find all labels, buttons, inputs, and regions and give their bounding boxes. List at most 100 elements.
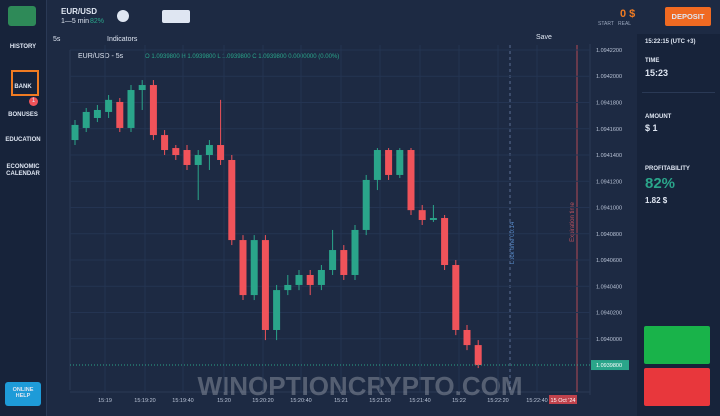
candle-body (217, 145, 225, 160)
y-tick-label: 1.0941600 (596, 127, 622, 133)
candle-body (116, 101, 124, 128)
y-tick-label: 1.0942200 (596, 48, 622, 54)
sidebar-item[interactable]: HISTORY (9, 44, 37, 50)
candle-body (317, 269, 325, 285)
tv-button[interactable] (162, 10, 190, 23)
candle-body (239, 240, 247, 296)
sidebar-item[interactable]: ECONOMIC CALENDAR (6, 164, 40, 177)
y-tick-label: 1.0940600 (596, 258, 622, 264)
candle-body (463, 329, 471, 346)
watermark: WINOPTIONCRYPTO.COM (198, 371, 523, 401)
y-tick-label: 1.0941400 (596, 153, 622, 159)
candle-body (340, 250, 348, 275)
pair[interactable]: EUR/USD (61, 7, 98, 16)
candle-body (228, 159, 236, 241)
candle-body (71, 124, 79, 141)
candle-body (329, 250, 337, 270)
candle-body (373, 150, 381, 180)
y-tick-label: 1.0940400 (596, 284, 622, 290)
current-price-box (591, 360, 629, 371)
sidebar-item[interactable]: BANK (14, 84, 32, 90)
time[interactable]: 15:23 (645, 68, 669, 78)
candle-body (250, 240, 258, 296)
candle-body (474, 345, 482, 366)
sidebar-item[interactable]: BONUSES (8, 112, 38, 118)
profit-amount: 1.82 $ (645, 196, 668, 205)
candle-body (273, 290, 281, 330)
candle-body (441, 218, 449, 266)
time-label: TIME (645, 58, 660, 64)
candle-body (261, 240, 269, 330)
candle-body (138, 85, 146, 91)
add-tab[interactable] (117, 10, 129, 22)
y-tick-label: 1.0941000 (596, 206, 622, 212)
online-help[interactable]: ONLINE HELP (5, 382, 41, 406)
candle-body (284, 284, 292, 291)
candle-body (306, 274, 314, 285)
x-tick-label: 15:22:40 (526, 398, 547, 404)
current-price-label: 1.0939800 (596, 363, 622, 369)
candle-body (149, 85, 157, 136)
candle-body (407, 150, 415, 211)
payout: 82% (90, 18, 105, 25)
profit-label: PROFITABILITY (645, 166, 690, 172)
candle-body (93, 109, 101, 118)
candle-body (385, 150, 393, 175)
x-tick-label: 15:20 (217, 398, 231, 404)
y-tick-label: 1.0942000 (596, 74, 622, 80)
amount[interactable]: $ 1 (645, 123, 658, 133)
amount-label: AMOUNT (645, 114, 672, 120)
deposit-button[interactable]: DEPOSIT (665, 7, 711, 26)
candle-body (362, 179, 370, 230)
candle-body (82, 111, 90, 128)
candle-body (418, 210, 426, 220)
logo (8, 6, 36, 26)
x-tick-label: 15:21:20 (369, 398, 390, 404)
chart-legend: EUR/USD - 5s (78, 53, 124, 60)
candle-body (205, 145, 213, 156)
y-tick-label: 1.0940200 (596, 311, 622, 317)
call-button[interactable] (644, 326, 710, 364)
y-tick-label: 1.0940000 (596, 337, 622, 343)
y-tick-label: 1.0941800 (596, 100, 622, 106)
interval[interactable]: 5s (53, 36, 61, 43)
x-tick-label: 15:19:20 (134, 398, 155, 404)
profit: 82% (645, 175, 676, 192)
clock: 15:22:15 (UTC +3) (645, 39, 696, 45)
x-tick-label: 15:22:20 (487, 398, 508, 404)
account[interactable]: REAL (618, 21, 632, 27)
sidebar: 1 ONLINE HELP HISTORY BANK BONUSES EDUCATIO… (0, 0, 47, 416)
x-tick-label: 15:19 (98, 398, 112, 404)
lock-time: Lock time 00:14 (510, 221, 516, 264)
x-tick-label: 15:20:40 (290, 398, 311, 404)
candle-body (183, 150, 191, 165)
candle-body (161, 135, 169, 151)
sidebar-item[interactable]: EDUCATION (5, 137, 41, 143)
balance: 0 $ (620, 8, 636, 20)
x-tick-label: 15:22 (452, 398, 466, 404)
y-tick-label: 1.0940800 (596, 232, 622, 238)
trade-panel: 15:22:15 (UTC +3) TIME 15:23 AMOUNT $ 1 … (637, 34, 720, 416)
timeframe: 1—5 min (61, 18, 90, 25)
bank-highlight (11, 70, 39, 96)
candle-body (105, 99, 113, 112)
candle-body (194, 155, 202, 165)
x-tick-label: 15:21 (334, 398, 348, 404)
candle-body (295, 274, 303, 285)
y-tick-label: 1.0941200 (596, 179, 622, 185)
ohlc: O 1.0939800 H 1.0939800 L 1.0939800 C 1.… (145, 54, 339, 60)
save[interactable]: Save (536, 34, 552, 41)
candle-body (127, 90, 135, 128)
candle-body (172, 148, 180, 156)
date-box (549, 395, 577, 404)
x-tick-label: 15:20:20 (252, 398, 273, 404)
candle-body (452, 265, 460, 330)
indicators[interactable]: Indicators (107, 36, 138, 43)
expiration-time: Expiration time (570, 201, 576, 241)
put-button[interactable] (644, 368, 710, 406)
candle-body (429, 218, 437, 220)
candle-body (351, 229, 359, 275)
date-label: 15 Oct '24 (551, 398, 576, 404)
